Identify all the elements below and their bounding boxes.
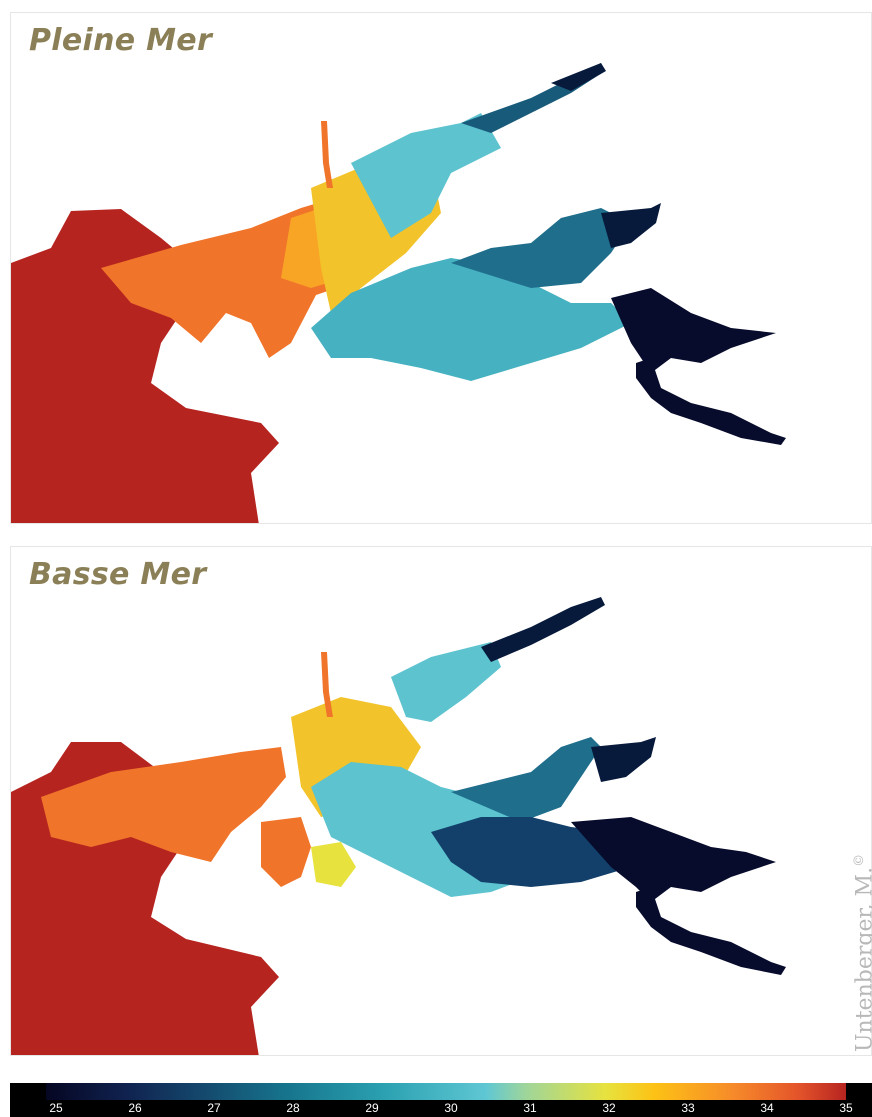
colorbar-tick-label: 33 (681, 1101, 695, 1115)
salinity-colorbar: 25 26 27 28 29 30 31 32 33 34 35 (10, 1083, 872, 1117)
colorbar-tick-label: 25 (49, 1101, 63, 1115)
sea-region (11, 209, 279, 523)
panel-title-low-tide: Basse Mer (29, 557, 207, 592)
branch-east-teal (451, 208, 631, 288)
credit-name: Untenberger, M. (852, 866, 872, 1052)
colorbar-tick-label: 30 (444, 1101, 458, 1115)
upper-estuary-dark (611, 288, 776, 373)
estuary-cyan-south (311, 258, 631, 381)
branch-east-dark (601, 203, 661, 248)
river-channel-dark (636, 358, 786, 445)
colorbar-tick-label: 29 (365, 1101, 379, 1115)
colorbar-tick-label: 35 (839, 1101, 853, 1115)
river-channel-dark (636, 887, 786, 975)
estuary-cyan (351, 113, 501, 238)
estuary-yellow-south (311, 842, 356, 887)
salinity-map-high-tide (11, 63, 786, 523)
panel-title-high-tide: Pleine Mer (29, 23, 213, 58)
colorbar-tick-label: 27 (207, 1101, 221, 1115)
copyright-mark: © (852, 853, 867, 867)
colorbar-tick-label: 31 (523, 1101, 537, 1115)
upper-estuary-dark (571, 817, 776, 902)
salinity-map-low-tide (11, 597, 786, 1055)
colorbar-tick-label: 26 (128, 1101, 142, 1115)
estuary-cyan-north (391, 642, 501, 722)
colorbar-tick-label: 28 (286, 1101, 300, 1115)
canal (321, 121, 333, 188)
branch-north-dark (551, 63, 606, 91)
map-panel-low-tide: Basse Mer (10, 546, 872, 1056)
copyright-credit: Untenberger, M.© (852, 854, 872, 1052)
branch-east-dark (591, 737, 656, 782)
colorbar-tick-label: 34 (760, 1101, 774, 1115)
plume-orange-south (261, 817, 311, 887)
canal (321, 652, 333, 717)
colorbar-gradient (46, 1083, 846, 1100)
map-panel-high-tide: Pleine Mer (10, 12, 872, 524)
colorbar-tick-label: 32 (602, 1101, 616, 1115)
plume-orange (41, 747, 286, 862)
branch-north-dark (481, 597, 605, 662)
branch-east-teal (451, 737, 601, 822)
